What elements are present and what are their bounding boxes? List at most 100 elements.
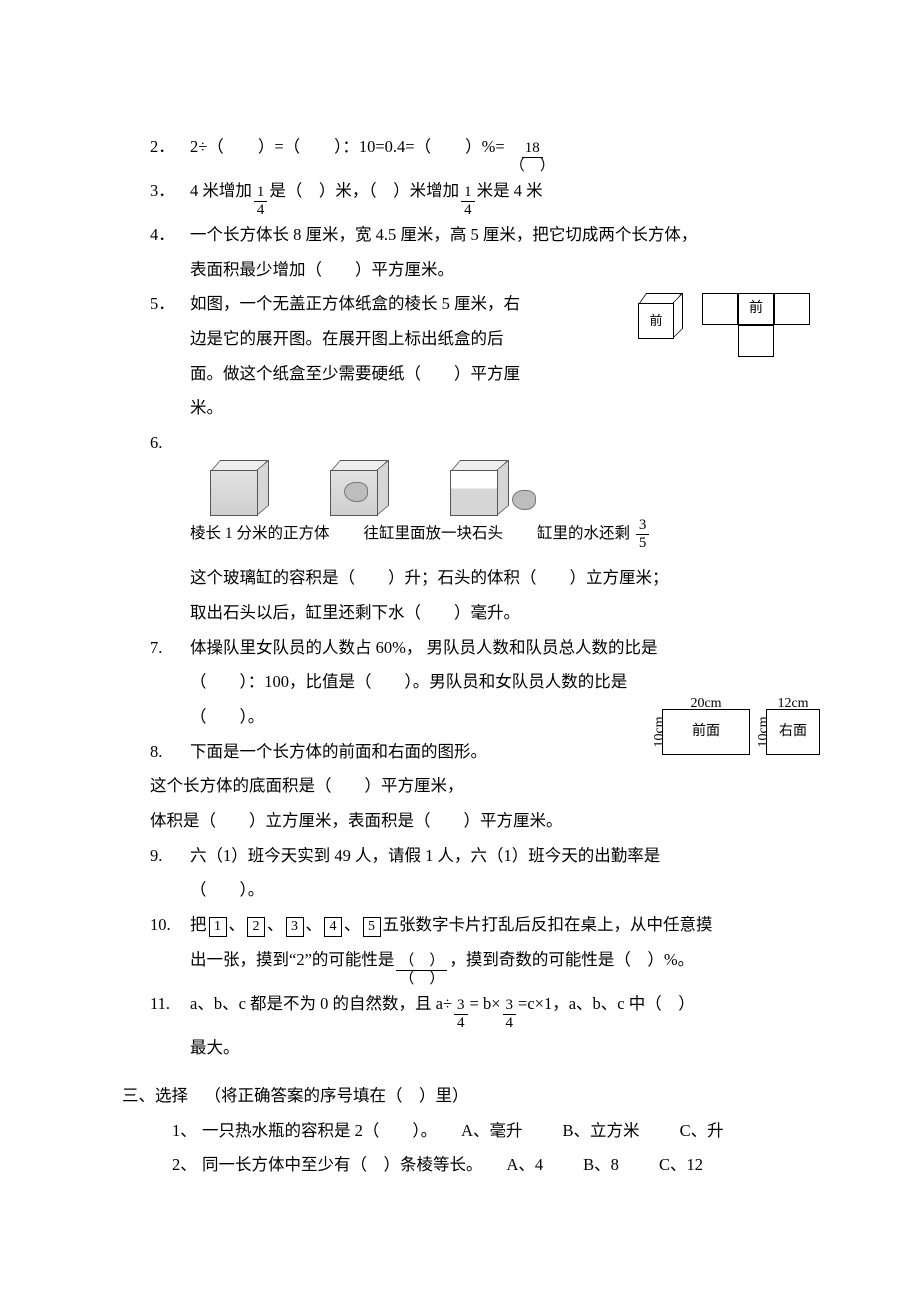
q3-f1n: 1 bbox=[254, 185, 268, 202]
q10-fden: （ ） bbox=[396, 971, 447, 987]
q9-l2: （ ）。 bbox=[150, 873, 800, 908]
q2-text-d: ）%= bbox=[465, 130, 505, 165]
q4-number: 4． bbox=[150, 218, 190, 253]
card-4: 4 bbox=[324, 917, 342, 937]
card-2: 2 bbox=[247, 917, 265, 937]
net-empty-2 bbox=[774, 325, 810, 357]
q10-frac: （ ） （ ） bbox=[396, 954, 447, 987]
q6-cap-3-wrap: 缸里的水还剩 3 5 bbox=[537, 518, 651, 551]
s3-q1: 1、 一只热水瓶的容积是 2（ ）。 A、毫升 B、立方米 C、升 bbox=[150, 1114, 800, 1149]
q6-cap-1: 棱长 1 分米的正方体 bbox=[190, 518, 330, 551]
s3-q2-c: C、12 bbox=[659, 1148, 703, 1183]
q8-figure: 20cm 10cm 前面 12cm 10cm 右面 bbox=[662, 709, 820, 755]
q5-cube: 前 bbox=[638, 293, 682, 337]
s3-q2-options: A、4 B、8 C、12 bbox=[507, 1148, 703, 1183]
s3-q1-b: B、立方米 bbox=[563, 1114, 640, 1149]
q7-number: 7. bbox=[150, 631, 190, 666]
q8-l2: 这个长方体的底面积是（ ）平方厘米， bbox=[150, 769, 800, 804]
q11-a: a、b、c 都是不为 0 的自然数，且 a÷ bbox=[190, 987, 452, 1022]
q8-right-top-label: 12cm bbox=[766, 689, 820, 718]
q10-l2b: ，摸到奇数的可能性是（ ）%。 bbox=[449, 943, 694, 978]
q10-number: 10. bbox=[150, 908, 190, 943]
q8-right-left-label: 10cm bbox=[749, 716, 778, 747]
q5-number: 5． bbox=[150, 287, 190, 322]
q6-cap-3: 缸里的水还剩 bbox=[537, 526, 630, 543]
q2-text-c: ）：10=0.4=（ bbox=[334, 130, 431, 165]
q6-f3d: 5 bbox=[636, 535, 650, 551]
gc3-front bbox=[450, 470, 498, 516]
q6-f3n: 3 bbox=[636, 518, 650, 535]
q6-l2: 取出石头以后，缸里还剩下水（ ）毫升。 bbox=[150, 596, 800, 631]
question-3: 3． 4 米增加 1 4 是（ ）米，（ ）米增加 1 4 米是 4 米 bbox=[150, 174, 800, 218]
question-10-line1: 10. 把 1、 2、 3、 4、 5 五张数字卡片打乱后反扣在桌上，从中任意摸 bbox=[150, 908, 800, 943]
question-6-number: 6. bbox=[150, 426, 800, 461]
q6-cube-2 bbox=[330, 460, 390, 514]
gc1-front bbox=[210, 470, 258, 516]
section-3: 三、选择 （将正确答案的序号填在（ ）里） 1、 一只热水瓶的容积是 2（ ）。… bbox=[150, 1079, 800, 1183]
s3-q2-stem: 同一长方体中至少有（ ）条棱等长。 bbox=[202, 1148, 483, 1183]
spacer bbox=[150, 551, 800, 561]
s3-q2-b: B、8 bbox=[583, 1148, 619, 1183]
q11-f1d: 4 bbox=[454, 1015, 468, 1031]
s3-q2-num: 2、 bbox=[172, 1148, 202, 1183]
q2-text-a: 2÷（ bbox=[190, 130, 224, 165]
q7-l1: 体操队里女队员的人数占 60%， 男队员人数和队员总人数的比是 bbox=[190, 631, 658, 666]
q11-frac-1: 3 4 bbox=[454, 998, 468, 1031]
q9-l1: 六（1）班今天实到 49 人，请假 1 人，六（1）班今天的出勤率是 bbox=[190, 839, 660, 874]
q3-f2d: 4 bbox=[461, 202, 475, 218]
card-3: 3 bbox=[286, 917, 304, 937]
question-7-line1: 7. 体操队里女队员的人数占 60%， 男队员人数和队员总人数的比是 bbox=[150, 631, 800, 666]
q10-b: 五张数字卡片打乱后反扣在桌上，从中任意摸 bbox=[383, 908, 713, 943]
q5-l1: 如图，一个无盖正方体纸盒的棱长 5 厘米，右 bbox=[190, 287, 520, 322]
q3-frac-2: 1 4 bbox=[461, 185, 475, 218]
question-10-line2: 出一张，摸到“2”的可能性是 （ ） （ ） ，摸到奇数的可能性是（ ）%。 bbox=[150, 943, 800, 987]
q10-a: 把 bbox=[190, 908, 207, 943]
q3-f1d: 4 bbox=[254, 202, 268, 218]
q10-l2a: 出一张，摸到“2”的可能性是 bbox=[190, 943, 394, 978]
q11-l2: 最大。 bbox=[150, 1031, 800, 1066]
q5-l3: 面。做这个纸盒至少需要硬纸（ ）平方厘 bbox=[150, 357, 800, 392]
q3-a: 4 米增加 bbox=[190, 174, 252, 209]
gc2-rock bbox=[344, 482, 368, 502]
q3-number: 3． bbox=[150, 174, 190, 209]
q6-cube-1 bbox=[210, 460, 270, 514]
net-cell-1 bbox=[702, 293, 738, 325]
q2-number: 2． bbox=[150, 130, 190, 165]
s3-q1-c: C、升 bbox=[680, 1114, 724, 1149]
q11-frac-2: 3 4 bbox=[503, 998, 517, 1031]
net-cell-front: 前 bbox=[738, 293, 774, 325]
q3-frac-1: 1 4 bbox=[254, 185, 268, 218]
question-4-line1: 4． 一个长方体长 8 厘米，宽 4.5 厘米，高 5 厘米，把它切成两个长方体… bbox=[150, 218, 800, 253]
net-cell-3 bbox=[774, 293, 810, 325]
s3-q1-options: A、毫升 B、立方米 C、升 bbox=[461, 1114, 723, 1149]
s3-q2: 2、 同一长方体中至少有（ ）条棱等长。 A、4 B、8 C、12 bbox=[150, 1148, 800, 1183]
q4-l1: 一个长方体长 8 厘米，宽 4.5 厘米，高 5 厘米，把它切成两个长方体， bbox=[190, 218, 697, 253]
q6-frac: 3 5 bbox=[636, 518, 650, 551]
cube-front-face: 前 bbox=[638, 303, 674, 339]
q3-b: 是（ ）米，（ ）米增加 bbox=[269, 174, 459, 209]
q11-f2d: 4 bbox=[503, 1015, 517, 1031]
q3-c: 米是 4 米 bbox=[477, 174, 543, 209]
gc3-rock-outside bbox=[512, 490, 536, 510]
s3-q1-num: 1、 bbox=[172, 1114, 202, 1149]
net-empty-1 bbox=[702, 325, 738, 357]
q2-text-b: ）=（ bbox=[258, 130, 300, 165]
q8-l3: 体积是（ ）立方厘米，表面积是（ ）平方厘米。 bbox=[150, 804, 800, 839]
q8-number: 8. bbox=[150, 735, 190, 770]
q5-l4: 米。 bbox=[150, 391, 800, 426]
question-11-line1: 11. a、b、c 都是不为 0 的自然数，且 a÷ 3 4 = b× 3 4 … bbox=[150, 987, 800, 1031]
worksheet-page: 2． 2÷（ ）=（ ）：10=0.4=（ ）%= 18 （ ） 3． 4 米增… bbox=[0, 0, 920, 1302]
q6-cap-2: 往缸里面放一块石头 bbox=[364, 518, 504, 551]
q3-f2n: 1 bbox=[461, 185, 475, 202]
q6-figures bbox=[150, 460, 800, 514]
q5-net: 前 bbox=[702, 293, 810, 357]
q6-number: 6. bbox=[150, 426, 190, 461]
q2-fraction: 18 （ ） bbox=[507, 141, 558, 174]
q8-front-left-label: 10cm bbox=[645, 716, 674, 747]
q11-f1n: 3 bbox=[454, 998, 468, 1015]
card-5: 5 bbox=[363, 917, 381, 937]
q11-f2n: 3 bbox=[503, 998, 517, 1015]
q11-b: = b× bbox=[470, 987, 501, 1022]
s3-q1-stem: 一只热水瓶的容积是 2（ ）。 bbox=[202, 1114, 437, 1149]
q8-l1: 下面是一个长方体的前面和右面的图形。 bbox=[190, 735, 487, 770]
